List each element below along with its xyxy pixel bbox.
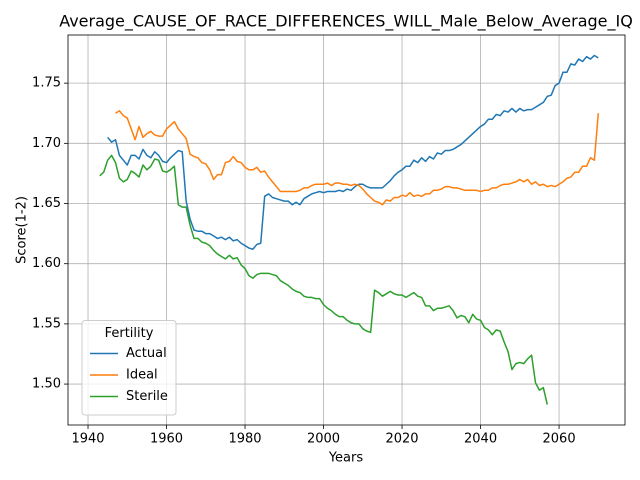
x-tick-label: 2020 bbox=[385, 432, 418, 447]
chart-title: Average_CAUSE_OF_RACE_DIFFERENCES_WILL_M… bbox=[59, 12, 633, 32]
x-tick-label: 2000 bbox=[307, 432, 340, 447]
y-tick-label: 1.70 bbox=[32, 136, 61, 151]
y-tick-label: 1.50 bbox=[32, 377, 61, 392]
legend-label: Sterile bbox=[126, 389, 168, 404]
legend-label: Actual bbox=[126, 346, 167, 361]
line-series bbox=[99, 154, 549, 405]
x-axis-label: Years bbox=[328, 451, 364, 466]
legend: Fertility Actual Ideal Sterile bbox=[81, 320, 177, 416]
legend-label: Ideal bbox=[126, 368, 158, 383]
legend-box bbox=[81, 320, 177, 416]
x-tick-label: 2040 bbox=[464, 432, 497, 447]
legend-title: Fertility bbox=[105, 326, 154, 341]
y-tick-label: 1.60 bbox=[32, 256, 61, 271]
y-tick-label: 1.75 bbox=[32, 76, 61, 91]
y-tick-label: 1.55 bbox=[32, 316, 61, 331]
line-series bbox=[107, 54, 599, 251]
x-tick-label: 1940 bbox=[71, 432, 104, 447]
y-tick-label: 1.65 bbox=[32, 196, 61, 211]
x-tick-label: 1960 bbox=[150, 432, 183, 447]
y-axis-label: Score(1-2) bbox=[15, 196, 30, 264]
x-tick-label: 2060 bbox=[543, 432, 576, 447]
axes-frame bbox=[67, 34, 626, 426]
x-tick-label: 1980 bbox=[228, 432, 261, 447]
line-series bbox=[115, 110, 600, 206]
